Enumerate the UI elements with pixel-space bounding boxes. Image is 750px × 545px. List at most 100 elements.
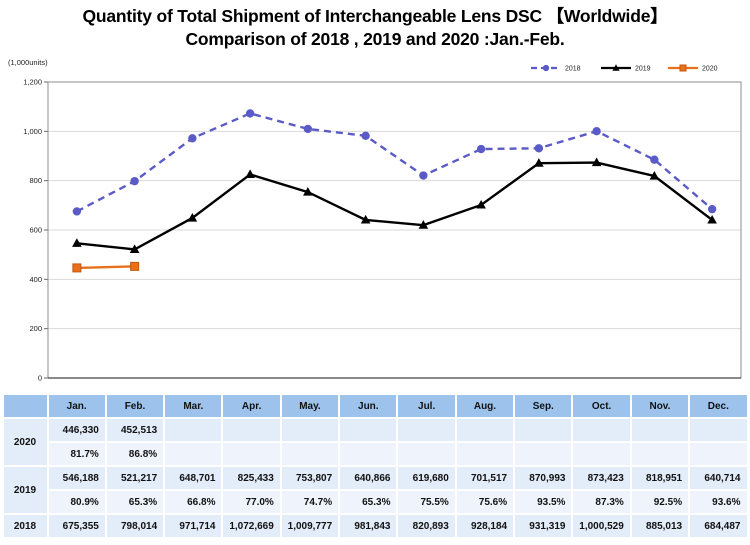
marker-square-2020 — [679, 64, 687, 72]
marker-circle-2018 — [592, 127, 601, 136]
table-row-2019-percentages: 80.9% 65.3% 66.8% 77.0% 74.7% 65.3% 75.5% 75.6%… — [4, 491, 747, 513]
year-label-2020: 2020 — [3, 419, 47, 465]
y-axis-unit-label: (1,000units) — [8, 58, 48, 67]
value-cell-2018-mar: 971,714 — [165, 515, 222, 537]
value-cell-2020-oct — [573, 419, 630, 441]
percent-cell-2019-oct: 87.3% — [573, 491, 630, 513]
value-cell-2020-mar — [165, 419, 222, 441]
value-cell-2020-apr — [223, 419, 280, 441]
marker-circle-2018 — [130, 176, 139, 186]
value-cell-2020-may — [281, 419, 339, 441]
value-cell-2018-oct: 1,000,529 — [573, 515, 630, 537]
table-corner-cell — [3, 395, 47, 417]
y-tick-label: 0 — [38, 374, 42, 383]
marker-triangle-2019 — [476, 199, 486, 209]
value-cell-2018-may: 1,009,777 — [281, 515, 339, 537]
value-cell-2020-jul — [398, 419, 455, 441]
percent-cell-2019-dec: 93.6% — [690, 491, 747, 513]
marker-circle-2018 — [650, 155, 659, 164]
percent-cell-2020-jul — [398, 443, 455, 465]
legend-label-2019: 2019 — [635, 66, 651, 73]
marker-triangle-2019 — [612, 64, 620, 71]
value-cell-2018-apr: 1,072,669 — [223, 515, 280, 537]
legend-label-2018: 2018 — [565, 66, 581, 73]
percent-cell-2019-jul: 75.5% — [398, 491, 455, 513]
marker-circle-2018 — [707, 204, 717, 214]
marker-triangle-2019 — [591, 157, 602, 167]
value-cell-2020-jun — [340, 419, 397, 441]
percent-cell-2019-feb: 65.3% — [106, 491, 164, 513]
series-line-2020 — [76, 265, 135, 270]
percent-cell-2020-dec — [690, 443, 747, 465]
value-cell-2019-sep: 870,993 — [515, 467, 572, 489]
value-cell-2019-jul: 619,680 — [398, 467, 455, 489]
percent-cell-2020-apr — [223, 443, 280, 465]
percent-cell-2019-jun: 65.3% — [340, 491, 397, 513]
y-tick-label: 600 — [29, 226, 42, 235]
value-cell-2019-may: 753,807 — [281, 467, 339, 489]
value-cell-2019-nov: 818,951 — [631, 467, 689, 489]
marker-circle-2018 — [534, 144, 544, 153]
percent-cell-2020-jan: 81.7% — [48, 443, 105, 465]
table-row-2019-values: 2019 546,188 521,217 648,701 825,433 753,807 6… — [3, 467, 747, 513]
percent-cell-2019-nov: 92.5% — [631, 491, 689, 513]
y-tick-label: 1,000 — [23, 127, 42, 136]
marker-circle-2018 — [419, 171, 428, 180]
value-cell-2018-jan: 675,355 — [48, 515, 105, 537]
marker-triangle-2019 — [534, 158, 544, 167]
y-tick-label: 800 — [29, 176, 42, 185]
month-header-mar: Mar. — [165, 395, 222, 417]
month-header-jul: Jul. — [398, 395, 455, 417]
value-cell-2019-feb: 521,217 — [106, 467, 164, 489]
month-header-apr: Apr. — [223, 395, 280, 417]
value-cell-2019-mar: 648,701 — [165, 467, 222, 489]
month-header-may: May. — [281, 395, 339, 417]
value-cell-2019-dec: 640,714 — [690, 467, 747, 489]
percent-cell-2020-nov — [631, 443, 689, 465]
month-header-oct: Oct. — [573, 395, 630, 417]
year-label-2018: 2018 — [3, 515, 47, 537]
shipment-data-table: Jan. Feb. Mar. Apr. May. Jun. Jul. Aug. Sep. Oct.… — [2, 393, 749, 539]
year-label-2019: 2019 — [3, 467, 47, 513]
table-row-2020-percentages: 81.7% 86.8% — [4, 443, 747, 465]
percent-cell-2020-mar — [165, 443, 222, 465]
marker-circle-2018 — [188, 134, 197, 143]
value-cell-2019-jun: 640,866 — [340, 467, 397, 489]
table-row-2018-values: 2018 675,355 798,014 971,714 1,072,669 1,009,… — [3, 515, 747, 537]
value-cell-2018-jun: 981,843 — [340, 515, 397, 537]
marker-triangle-2019 — [72, 238, 82, 247]
series-line-2019 — [76, 161, 713, 251]
marker-triangle-2019 — [418, 220, 429, 229]
month-header-aug: Aug. — [456, 395, 514, 417]
shipment-line-chart: 0 200 400 600 800 1,000 1,200 (1,000units) 2018 2… — [8, 58, 742, 383]
percent-cell-2019-aug: 75.6% — [456, 491, 514, 513]
value-cell-2019-aug: 701,517 — [456, 467, 514, 489]
value-cell-2018-aug: 928,184 — [456, 515, 514, 537]
series-line-2018 — [76, 112, 713, 213]
marker-triangle-2019 — [129, 244, 140, 254]
value-cell-2020-nov — [631, 419, 689, 441]
marker-circle-2018 — [361, 131, 370, 141]
chart-title-block: Quantity of Total Shipment of Interchang… — [0, 0, 750, 55]
month-header-sep: Sep. — [515, 395, 572, 417]
value-cell-2018-nov: 885,013 — [631, 515, 689, 537]
month-header-dec: Dec. — [690, 395, 747, 417]
value-cell-2020-jan: 446,330 — [48, 419, 105, 441]
value-cell-2018-feb: 798,014 — [106, 515, 164, 537]
marker-triangle-2019 — [707, 214, 717, 224]
marker-triangle-2019 — [649, 170, 660, 180]
y-tick-label: 400 — [29, 275, 42, 284]
value-cell-2018-dec: 684,487 — [690, 515, 747, 537]
percent-cell-2020-feb: 86.8% — [106, 443, 164, 465]
marker-triangle-2019 — [360, 214, 371, 224]
marker-circle-2018 — [476, 144, 486, 154]
value-cell-2019-apr: 825,433 — [223, 467, 280, 489]
value-cell-2020-aug — [456, 419, 514, 441]
y-tick-label: 200 — [29, 324, 42, 333]
percent-cell-2019-sep: 93.5% — [515, 491, 572, 513]
value-cell-2020-feb: 452,513 — [106, 419, 164, 441]
percent-cell-2020-jun — [340, 443, 397, 465]
marker-circle-2018 — [72, 207, 82, 216]
percent-cell-2020-oct — [573, 443, 630, 465]
table-row-2020-values: 2020 446,330 452,513 — [3, 419, 747, 465]
